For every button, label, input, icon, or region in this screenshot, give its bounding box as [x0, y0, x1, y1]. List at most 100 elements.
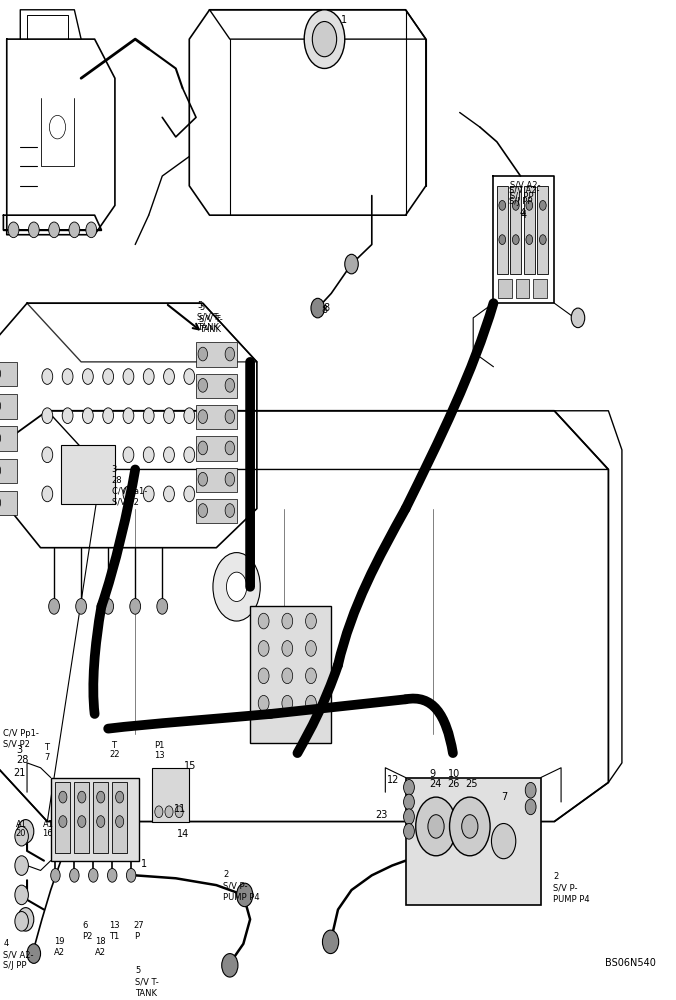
- Circle shape: [198, 347, 208, 361]
- Bar: [537, 186, 548, 274]
- Text: 5
S/V T-
TANK: 5 S/V T- TANK: [199, 303, 223, 334]
- Circle shape: [103, 408, 114, 423]
- Circle shape: [103, 486, 114, 502]
- Text: A1: A1: [43, 820, 53, 829]
- Circle shape: [15, 826, 28, 846]
- Circle shape: [184, 408, 195, 423]
- Text: 8: 8: [321, 305, 327, 315]
- Circle shape: [225, 472, 235, 486]
- Text: 19
A2: 19 A2: [54, 937, 65, 957]
- Circle shape: [82, 408, 93, 423]
- Circle shape: [345, 254, 358, 274]
- Text: 24: 24: [429, 779, 441, 789]
- Circle shape: [130, 599, 141, 614]
- Text: 5
S/V T-
TANK: 5 S/V T- TANK: [135, 966, 159, 998]
- Circle shape: [311, 298, 324, 318]
- Circle shape: [49, 115, 66, 139]
- Circle shape: [86, 222, 97, 238]
- Circle shape: [0, 400, 1, 412]
- Circle shape: [491, 824, 516, 859]
- Circle shape: [282, 668, 293, 684]
- Bar: [112, 782, 127, 853]
- Circle shape: [198, 472, 208, 486]
- Circle shape: [428, 815, 444, 838]
- Circle shape: [322, 930, 339, 954]
- Circle shape: [539, 235, 546, 245]
- Circle shape: [184, 447, 195, 463]
- Circle shape: [89, 868, 98, 882]
- Circle shape: [42, 447, 53, 463]
- Text: 4: 4: [521, 210, 527, 220]
- Circle shape: [198, 441, 208, 455]
- Circle shape: [15, 912, 28, 931]
- Circle shape: [225, 347, 235, 361]
- Circle shape: [499, 235, 506, 245]
- Circle shape: [404, 779, 414, 795]
- Bar: [93, 782, 108, 853]
- Bar: [250, 606, 331, 743]
- Bar: [0, 459, 17, 483]
- Text: P1: P1: [154, 741, 164, 750]
- Text: T: T: [44, 743, 49, 752]
- Text: 25: 25: [465, 779, 477, 789]
- Text: 2
S/V P-
PUMP P4: 2 S/V P- PUMP P4: [223, 870, 260, 902]
- Circle shape: [164, 447, 174, 463]
- Circle shape: [512, 235, 519, 245]
- Text: 5
S/V T-
TANK: 5 S/V T- TANK: [197, 301, 221, 332]
- Text: 4
S/V A2-
S/J PP: 4 S/V A2- S/J PP: [3, 939, 34, 970]
- Circle shape: [225, 379, 235, 392]
- Text: 21: 21: [14, 768, 26, 778]
- Circle shape: [404, 824, 414, 839]
- Bar: [0, 394, 17, 419]
- Circle shape: [526, 235, 533, 245]
- Circle shape: [62, 408, 73, 423]
- Circle shape: [462, 815, 478, 838]
- Circle shape: [78, 816, 86, 827]
- Circle shape: [571, 308, 585, 328]
- Circle shape: [42, 408, 53, 423]
- Circle shape: [450, 797, 490, 856]
- Circle shape: [306, 695, 316, 711]
- Circle shape: [155, 806, 163, 818]
- Circle shape: [18, 908, 34, 931]
- Text: 12: 12: [387, 775, 399, 785]
- Bar: [196, 342, 237, 367]
- Circle shape: [143, 369, 154, 384]
- Circle shape: [258, 613, 269, 629]
- Circle shape: [42, 369, 53, 384]
- Text: A1: A1: [16, 820, 26, 829]
- Circle shape: [258, 668, 269, 684]
- Circle shape: [28, 222, 39, 238]
- Circle shape: [306, 641, 316, 656]
- Circle shape: [164, 408, 174, 423]
- Bar: [196, 405, 237, 429]
- Circle shape: [8, 222, 19, 238]
- Circle shape: [304, 10, 345, 68]
- Circle shape: [116, 816, 124, 827]
- Text: 15: 15: [184, 761, 196, 771]
- Bar: [196, 436, 237, 461]
- Text: 27
P: 27 P: [134, 921, 145, 941]
- Circle shape: [258, 641, 269, 656]
- Bar: [510, 186, 521, 274]
- Circle shape: [225, 441, 235, 455]
- Text: S/V A2-
S/J PP: S/V A2- S/J PP: [510, 181, 541, 201]
- Circle shape: [97, 791, 105, 803]
- Bar: [196, 468, 237, 492]
- Circle shape: [49, 222, 59, 238]
- Circle shape: [226, 572, 247, 601]
- Bar: [498, 279, 512, 298]
- Circle shape: [123, 369, 134, 384]
- Circle shape: [164, 486, 174, 502]
- Circle shape: [312, 22, 337, 57]
- Circle shape: [306, 668, 316, 684]
- Circle shape: [258, 695, 269, 711]
- Circle shape: [69, 222, 80, 238]
- Circle shape: [282, 695, 293, 711]
- Text: 1: 1: [141, 859, 147, 869]
- Circle shape: [27, 944, 41, 963]
- Text: C/V Pp1-
S/V P2: C/V Pp1- S/V P2: [3, 729, 39, 749]
- Circle shape: [82, 447, 93, 463]
- Bar: [0, 491, 17, 515]
- Circle shape: [143, 486, 154, 502]
